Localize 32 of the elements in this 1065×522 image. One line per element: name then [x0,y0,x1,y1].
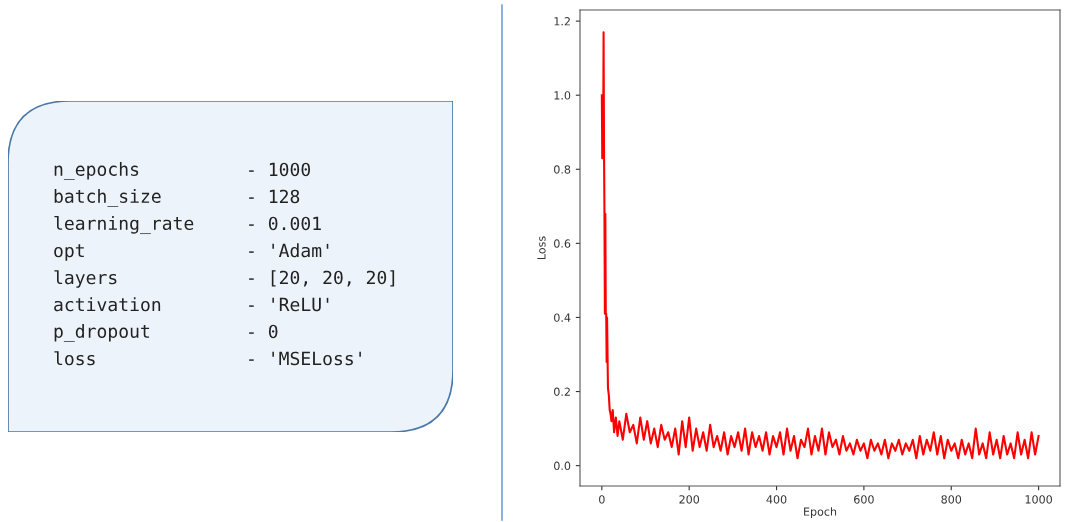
y-tick-label: 0.0 [554,461,571,471]
text: n_epochs [54,162,139,180]
x-axis-title: Epoch [804,507,837,518]
text: - 1000 [249,162,311,177]
text: - [20, 20, 20] [249,270,395,287]
text: layers [54,270,117,288]
y-tick-label: 1.0 [554,91,571,100]
text: - 'ReLU' [249,297,329,312]
text: - 0 [249,324,278,339]
text: opt [54,244,84,261]
y-axis-title: Loss [537,236,546,260]
text: - 'MSELoss' [249,351,361,366]
text: activation [54,297,161,312]
y-tick-label: 0.6 [554,239,571,248]
text: - 'Adam' [249,243,329,258]
y-tick-label: 0.2 [554,387,570,396]
x-tick-label: 1000 [1025,495,1052,504]
x-tick-label: 800 [941,495,962,504]
y-tick-label: 0.8 [554,165,571,174]
x-tick-label: 400 [766,495,787,504]
x-tick-label: 600 [854,495,874,504]
text: learning_rate [54,215,194,235]
text: - 128 [249,189,300,204]
x-tick-label: 200 [679,495,700,504]
line-series [600,31,1040,460]
text: - 0.001 [249,216,321,231]
y-tick-label: 1.2 [554,17,570,26]
text: p_dropout [54,324,150,342]
x-tick-label: 0 [599,495,605,504]
text: loss [54,351,95,366]
text: batch_size [54,189,161,207]
y-tick-label: 0.4 [554,313,571,322]
